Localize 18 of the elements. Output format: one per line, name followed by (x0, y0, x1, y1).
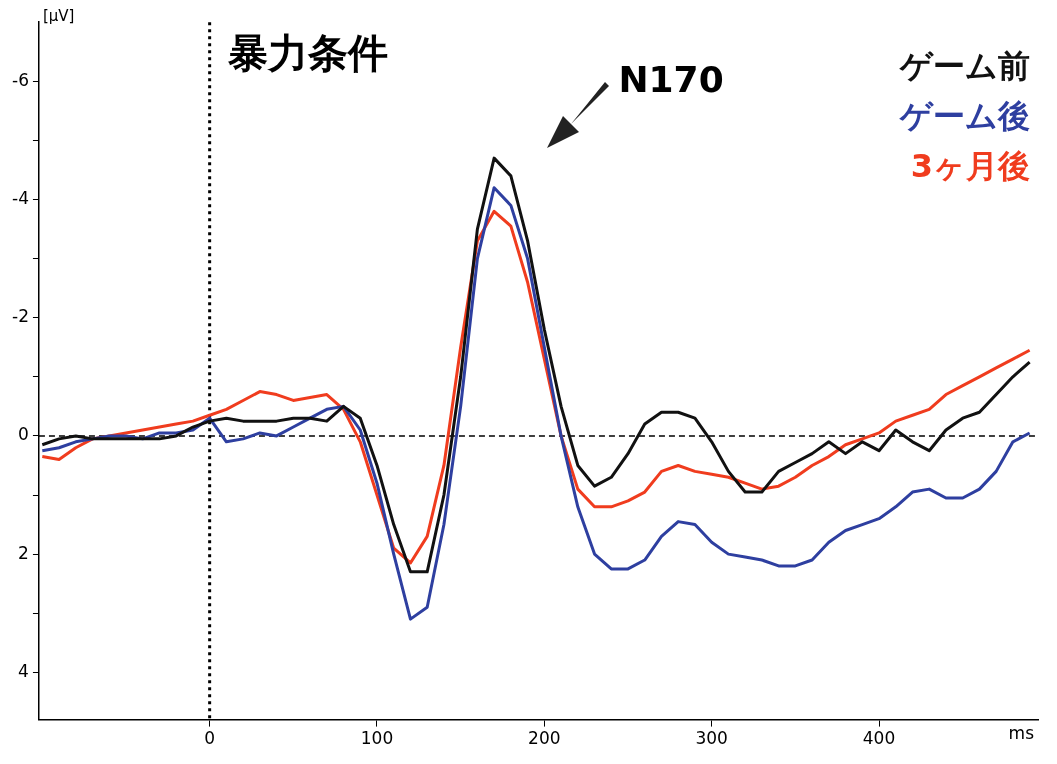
y-tick-label: -6 (12, 69, 29, 90)
x-axis-title: ms (1008, 722, 1035, 743)
y-tick-label: 4 (18, 660, 29, 681)
y-tick-label: -4 (12, 187, 29, 208)
y-tick-label: 0 (18, 424, 29, 445)
x-tick-label: 400 (862, 728, 896, 749)
y-tick-label: -2 (12, 306, 29, 327)
y-tick-label: 2 (18, 542, 29, 563)
x-tick-label: 100 (360, 728, 394, 749)
text: 3ヶ月後 (910, 146, 1030, 185)
x-tick-label: 300 (695, 728, 728, 749)
chart-title: 暴力条件 (226, 29, 388, 76)
annotation: N170 (618, 58, 724, 100)
text: ゲーム前 (899, 46, 1030, 85)
x-tick-label: 0 (204, 728, 216, 749)
x-tick-label: 200 (528, 728, 561, 749)
text: ゲーム後 (899, 96, 1030, 135)
y-axis-title: [μV] (42, 7, 75, 26)
